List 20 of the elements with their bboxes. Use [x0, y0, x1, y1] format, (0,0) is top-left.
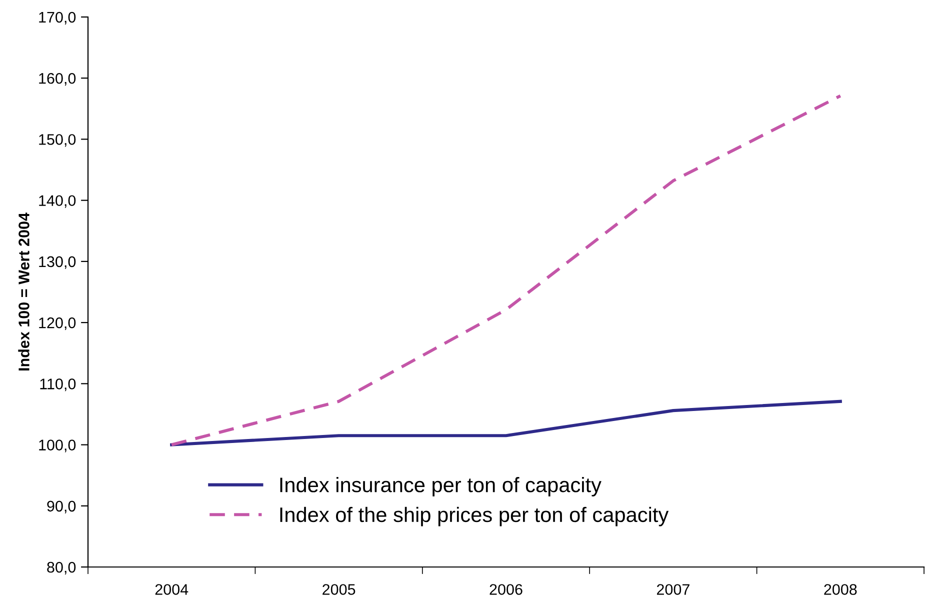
- y-tick-label: 80,0: [47, 562, 76, 574]
- x-tick-label: 2008: [824, 584, 857, 595]
- y-tick-label: 150,0: [39, 134, 76, 147]
- y-axis-title: Index 100 = Wert 2004: [18, 212, 30, 370]
- y-tick-label: 160,0: [39, 72, 76, 86]
- line-series: [170, 400, 842, 446]
- x-tick-label: 2004: [155, 584, 188, 595]
- x-tick-label: 2006: [490, 584, 522, 595]
- legend-label: Index insurance per ton of capacity: [280, 476, 602, 496]
- legend-label: Index of the ship prices per ton of capacity: [280, 506, 669, 526]
- x-tick-label: 2007: [656, 584, 690, 595]
- y-tick-label: 120,0: [39, 317, 76, 330]
- x-tick-label: 2005: [322, 584, 356, 595]
- y-tick-label: 130,0: [39, 256, 76, 269]
- y-tick-label: 90,0: [47, 500, 76, 514]
- line-series: [170, 94, 842, 446]
- y-tick-label: 110,0: [40, 378, 76, 392]
- y-tick-label: 170,0: [39, 12, 76, 24]
- y-tick-label: 140,0: [39, 195, 76, 208]
- y-tick-label: 100,0: [39, 440, 76, 452]
